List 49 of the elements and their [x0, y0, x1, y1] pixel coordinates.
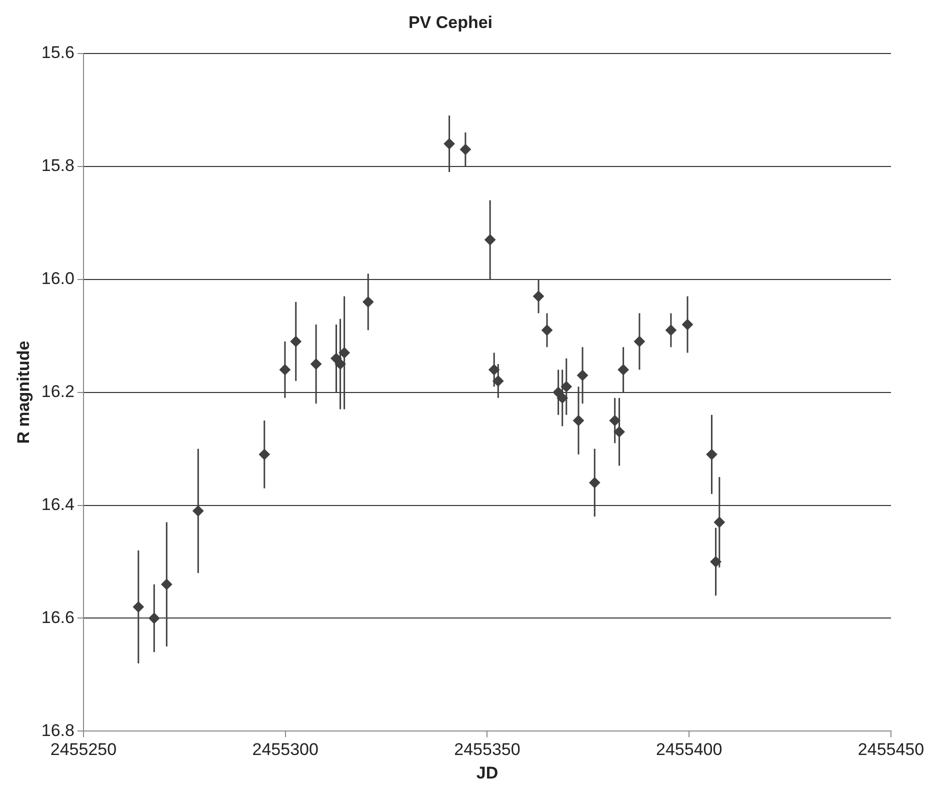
y-tick-label: 16.2	[41, 382, 74, 401]
point	[334, 358, 346, 370]
point	[310, 358, 322, 370]
point	[132, 601, 144, 612]
point	[706, 448, 718, 460]
point	[589, 477, 600, 488]
point	[542, 324, 552, 336]
x-tick-label: 2455350	[454, 740, 520, 760]
point	[710, 556, 722, 568]
point	[444, 138, 455, 150]
point	[556, 392, 568, 404]
point	[460, 144, 471, 155]
point	[279, 364, 290, 376]
y-tick-label: 16.0	[41, 269, 74, 288]
y-tick-label: 15.6	[41, 43, 74, 62]
point	[484, 234, 496, 246]
x-tick-label: 2455400	[656, 740, 722, 760]
point	[290, 336, 302, 347]
point	[577, 370, 588, 381]
x-axis-title: JD	[476, 763, 498, 782]
y-tick-label: 16.6	[41, 608, 74, 627]
chart-title: PV Cephei	[408, 12, 493, 32]
point	[560, 381, 572, 392]
point	[552, 386, 564, 398]
point	[714, 516, 725, 528]
point	[258, 448, 270, 460]
x-tick-label: 2455450	[858, 740, 924, 760]
point	[665, 324, 676, 336]
point	[161, 578, 172, 590]
point	[192, 505, 204, 516]
point	[572, 415, 584, 426]
point	[533, 290, 544, 302]
point	[618, 364, 629, 376]
point	[488, 364, 500, 376]
y-tick-label: 16.8	[41, 720, 74, 740]
point	[330, 352, 342, 364]
point	[682, 319, 694, 330]
point	[614, 426, 625, 438]
x-tick-label: 2455300	[252, 740, 318, 760]
x-tick-label: 2455250	[50, 740, 117, 760]
y-tick-label: 15.8	[41, 156, 74, 176]
point	[634, 336, 645, 347]
point	[338, 347, 350, 358]
point	[362, 296, 374, 308]
y-tick-label: 16.4	[41, 494, 74, 514]
y-axis-title: R magnitude	[14, 340, 33, 444]
point	[492, 376, 504, 387]
point	[609, 415, 620, 426]
point	[148, 612, 160, 624]
